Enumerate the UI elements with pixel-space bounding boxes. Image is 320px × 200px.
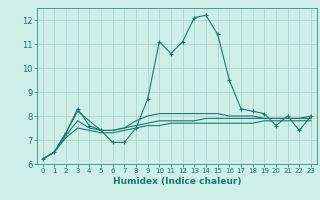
- X-axis label: Humidex (Indice chaleur): Humidex (Indice chaleur): [113, 177, 241, 186]
